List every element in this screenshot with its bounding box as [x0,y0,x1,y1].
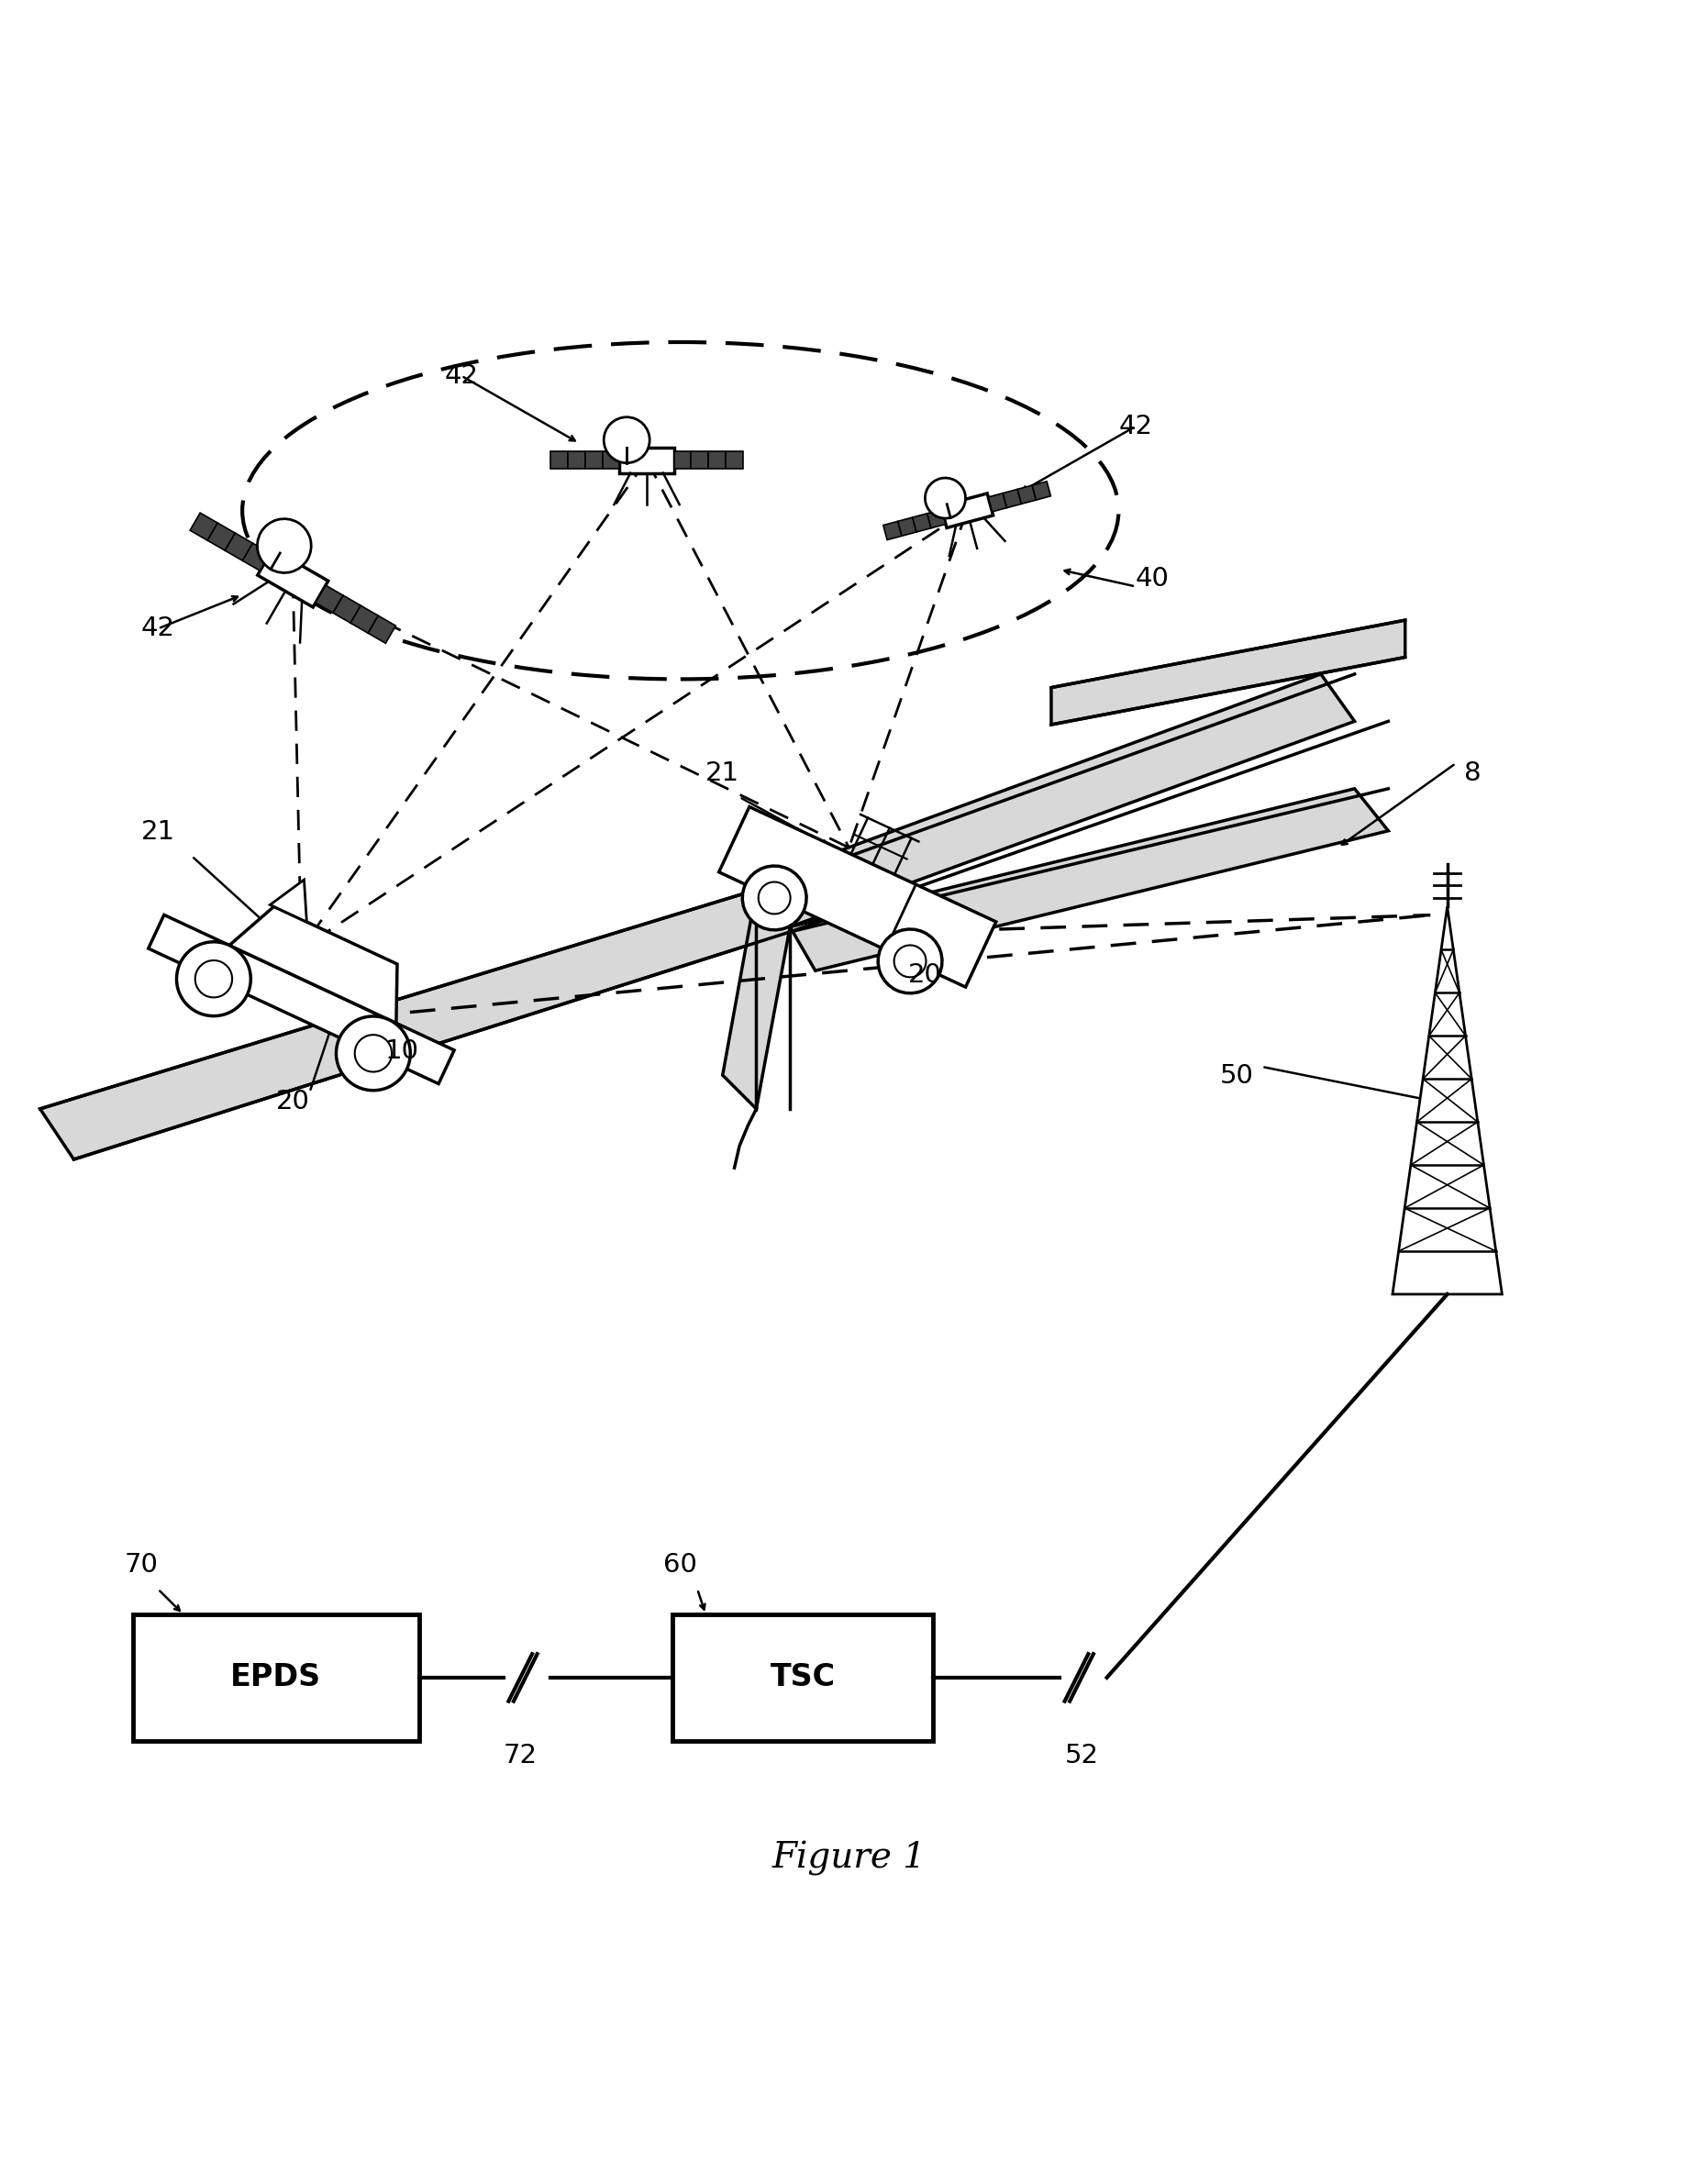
Text: EPDS: EPDS [231,1662,321,1693]
Circle shape [195,961,233,998]
Bar [691,452,708,470]
Text: 50: 50 [1219,1064,1253,1090]
Bar [708,452,725,470]
Text: 42: 42 [141,616,175,642]
Bar [316,585,343,614]
Bar [190,513,217,539]
Circle shape [759,882,790,913]
Bar [988,494,1007,511]
Circle shape [355,1035,392,1072]
Text: 40: 40 [1136,566,1170,592]
Text: 10: 10 [385,1037,419,1064]
Text: 60: 60 [664,1553,698,1577]
Text: 20: 20 [908,963,942,987]
Text: Figure 1: Figure 1 [773,1841,925,1876]
Bar [674,452,691,470]
Bar [1017,485,1036,505]
Bar [368,616,396,644]
Bar [258,548,328,607]
Polygon shape [229,906,397,1022]
Text: TSC: TSC [769,1662,835,1693]
Text: 52: 52 [1065,1743,1099,1769]
Bar [226,533,253,561]
Bar [725,452,742,470]
Text: 42: 42 [1119,413,1153,439]
Bar [927,509,946,529]
Text: 21: 21 [706,760,740,786]
Circle shape [604,417,650,463]
Bar [207,522,234,550]
Text: 70: 70 [124,1553,158,1577]
Circle shape [177,941,251,1016]
Circle shape [742,865,807,930]
Bar [718,806,997,987]
Bar [569,452,586,470]
Circle shape [895,946,925,976]
Polygon shape [270,880,307,922]
Bar [941,494,993,529]
Polygon shape [1392,906,1503,1295]
Bar [883,522,902,539]
Bar [1004,489,1022,509]
Bar [333,596,360,622]
Bar [912,513,931,533]
Text: 42: 42 [445,363,479,389]
Text: 72: 72 [503,1743,537,1769]
Polygon shape [790,788,1389,970]
Text: 8: 8 [1464,760,1481,786]
Bar [620,448,674,474]
Bar [898,518,917,535]
Bar [550,452,569,470]
Circle shape [878,928,942,994]
Bar [148,915,455,1083]
Text: 21: 21 [141,819,175,845]
Bar [243,544,270,570]
Polygon shape [41,889,790,1160]
Bar [1032,480,1051,500]
Circle shape [336,1016,411,1090]
Bar [603,452,620,470]
Polygon shape [1051,620,1406,725]
Bar [132,1614,419,1741]
Circle shape [258,520,311,572]
Bar [350,605,379,633]
Bar [672,1614,934,1741]
Bar [586,452,603,470]
Text: 20: 20 [277,1088,309,1114]
Polygon shape [756,675,1355,926]
Circle shape [925,478,966,518]
Polygon shape [723,889,790,1109]
